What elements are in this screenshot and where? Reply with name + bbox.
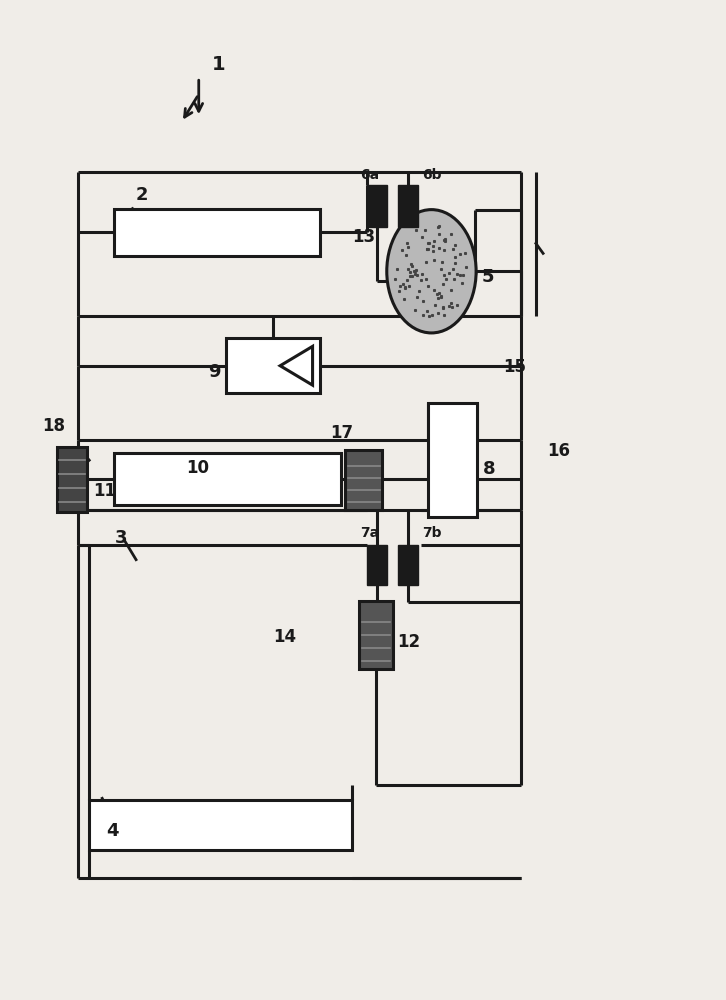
Text: 17: 17: [330, 424, 354, 442]
Text: 1: 1: [212, 55, 225, 74]
Polygon shape: [280, 346, 313, 385]
Bar: [398, 545, 417, 585]
Text: 4: 4: [106, 822, 118, 840]
Text: 9: 9: [208, 363, 221, 381]
Text: 6a: 6a: [360, 168, 379, 182]
Text: 13: 13: [352, 228, 375, 246]
Text: 7b: 7b: [422, 526, 441, 540]
Bar: [345, 450, 383, 510]
Text: 14: 14: [273, 628, 296, 646]
Bar: [359, 601, 393, 669]
Text: 7a: 7a: [360, 526, 379, 540]
Text: 5: 5: [482, 268, 494, 286]
Text: 6b: 6b: [422, 168, 441, 182]
Bar: [57, 447, 87, 512]
Bar: [89, 800, 352, 850]
Bar: [115, 209, 319, 256]
Bar: [367, 545, 387, 585]
Text: 11: 11: [93, 482, 116, 500]
Text: 8: 8: [483, 460, 495, 478]
Bar: [226, 338, 319, 393]
Text: 15: 15: [504, 358, 526, 376]
Bar: [428, 403, 477, 517]
Text: 16: 16: [547, 442, 570, 460]
Text: 12: 12: [398, 633, 420, 651]
Bar: [367, 185, 387, 227]
Text: 18: 18: [42, 417, 65, 435]
Text: 2: 2: [136, 186, 149, 204]
Text: 10: 10: [187, 459, 210, 477]
Circle shape: [387, 210, 476, 333]
Bar: [115, 453, 341, 505]
Bar: [398, 185, 417, 227]
Text: 3: 3: [115, 529, 127, 547]
